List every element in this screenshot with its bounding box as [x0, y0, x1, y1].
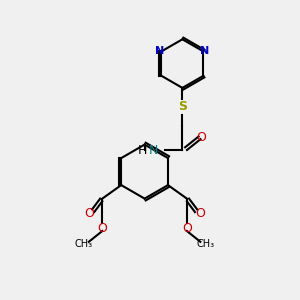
Text: O: O — [196, 131, 206, 144]
Text: CH₃: CH₃ — [197, 239, 215, 250]
Text: N: N — [149, 143, 158, 157]
Text: S: S — [178, 100, 187, 113]
Text: O: O — [195, 207, 205, 220]
Text: CH₃: CH₃ — [74, 239, 92, 250]
Text: O: O — [98, 222, 107, 235]
Text: H: H — [138, 143, 147, 157]
Text: O: O — [182, 222, 192, 235]
Text: N: N — [155, 46, 165, 56]
Text: O: O — [84, 207, 94, 220]
Text: N: N — [200, 46, 209, 56]
